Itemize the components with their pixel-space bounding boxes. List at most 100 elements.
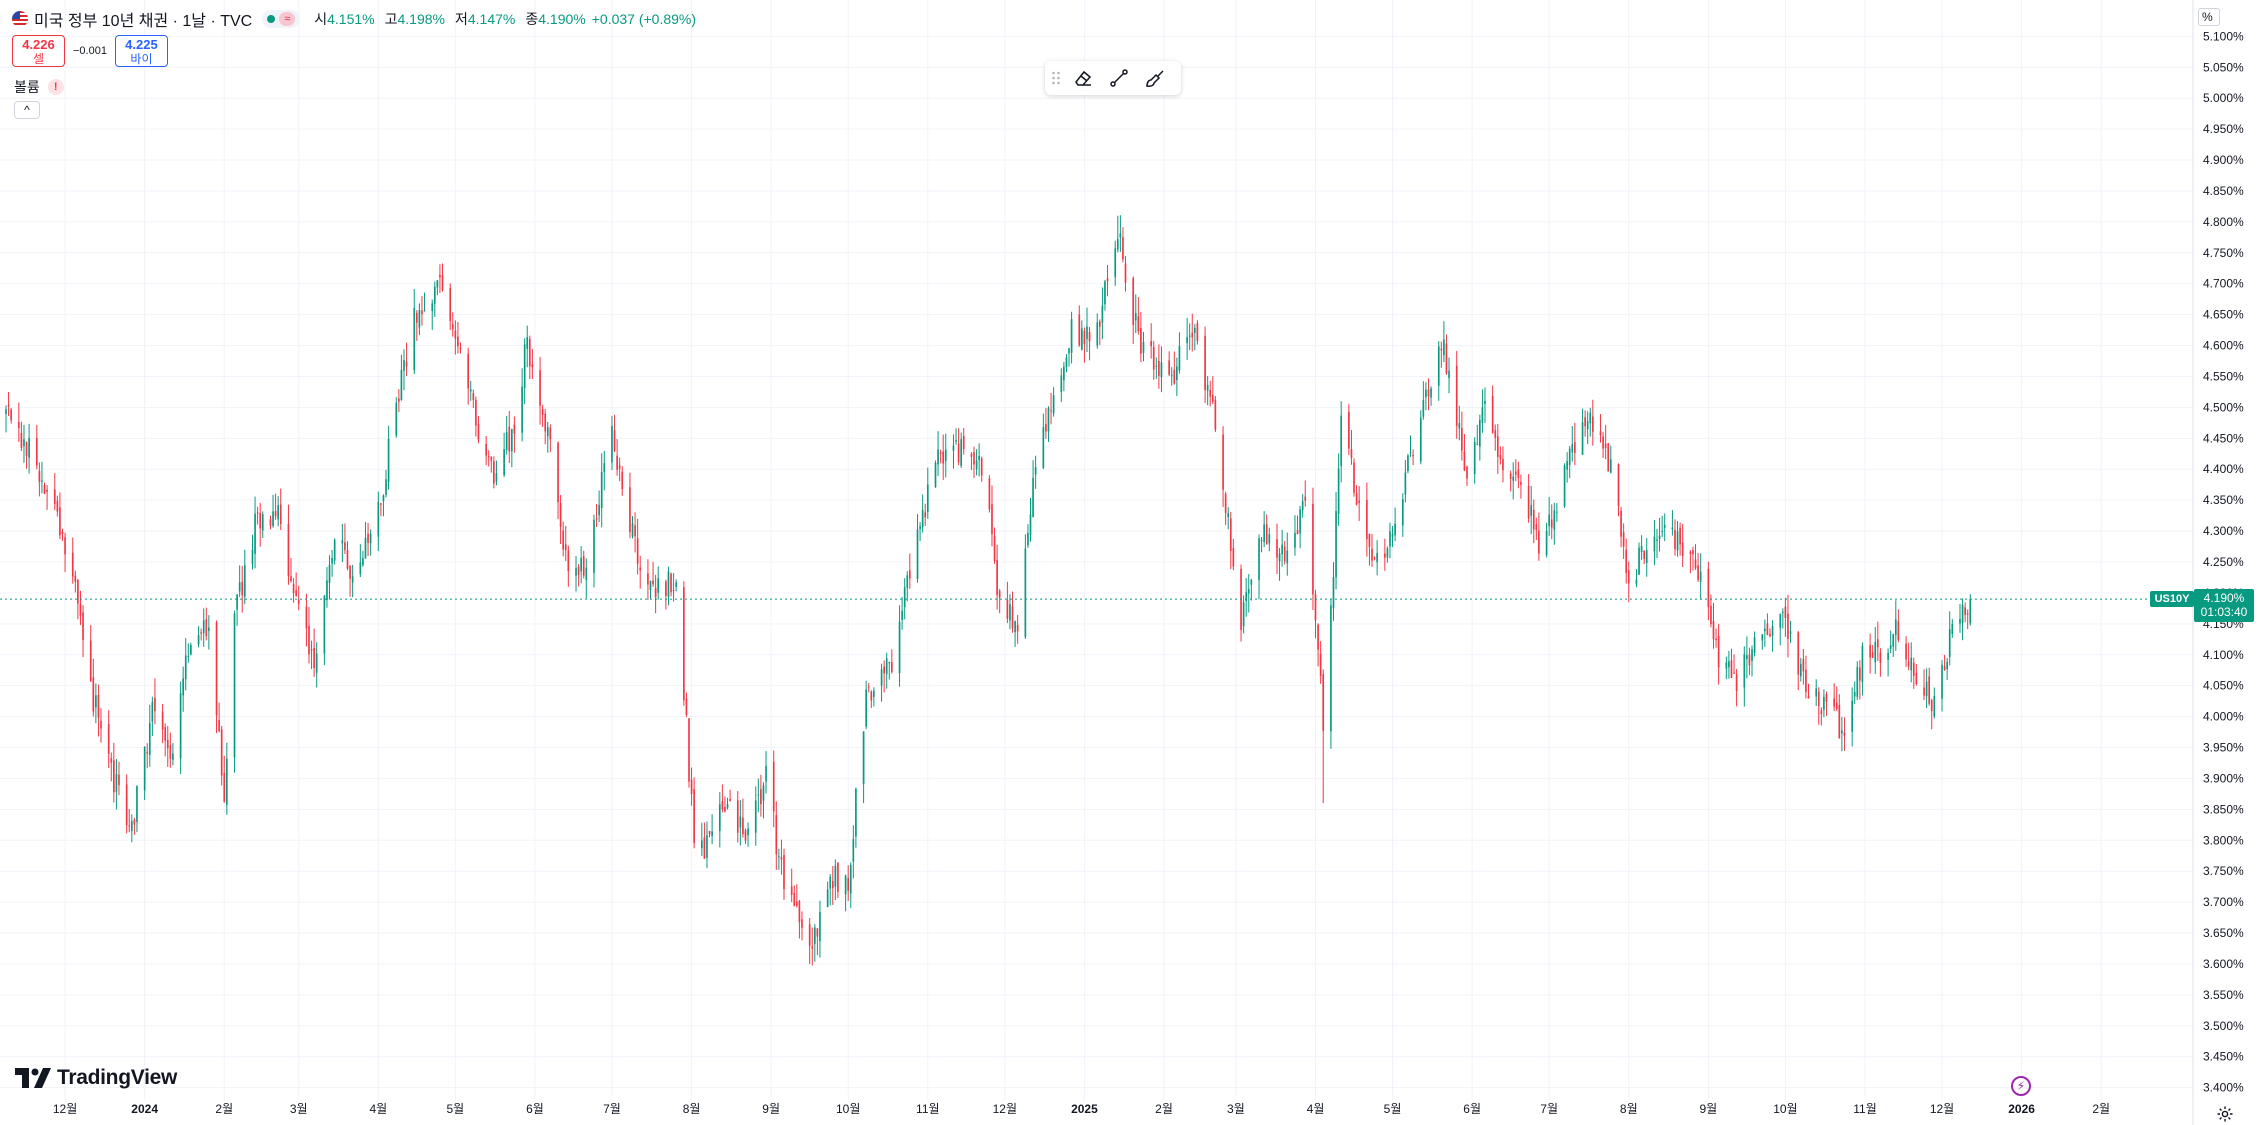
candle-up [916, 529, 919, 579]
candle-down [1966, 613, 1969, 615]
candle-up [413, 307, 416, 371]
x-tick-label: 10월 [1773, 1102, 1797, 1116]
close-value: 종4.190% [525, 11, 586, 27]
candle-up [1335, 511, 1337, 578]
candle-down [528, 338, 531, 367]
candle-up [1178, 346, 1181, 371]
candle-down [467, 353, 470, 389]
brush-icon[interactable] [1141, 64, 1169, 92]
candle-up [1170, 374, 1173, 376]
candle-up [1476, 444, 1479, 446]
tradingview-logo[interactable]: TradingView [15, 1066, 177, 1090]
y-tick-label: 4.300% [2203, 524, 2244, 538]
candle-up [855, 788, 857, 837]
candle-down [20, 432, 23, 448]
eraser-icon[interactable] [1069, 64, 1097, 92]
candle-up [1245, 592, 1248, 602]
candle-down [652, 580, 654, 585]
candle-up [1014, 621, 1016, 633]
candle-down [531, 364, 534, 368]
y-tick-label: 5.100% [2203, 29, 2244, 43]
candle-down [1317, 624, 1319, 650]
candle-down [46, 489, 48, 492]
candle-up [1671, 527, 1674, 530]
candle-up [701, 840, 703, 849]
candle-down [110, 758, 113, 763]
candle-down [457, 336, 459, 347]
candle-down [398, 398, 400, 402]
candle-down [559, 503, 562, 527]
candle-up [1556, 511, 1558, 513]
sell-button[interactable]: 4.226 셀 [12, 35, 65, 67]
candle-up [1337, 468, 1340, 514]
price-axis[interactable]: 5.100% 5.050% 5.000% 4.950% 4.900% 4.850% 4.80… [2203, 29, 2244, 1094]
candle-down [405, 361, 408, 367]
candle-up [885, 658, 888, 675]
collapse-legend-button[interactable]: ^ [14, 101, 40, 119]
x-tick-label: 4월 [369, 1102, 387, 1116]
candle-down [64, 537, 66, 555]
y-tick-label: 4.450% [2203, 431, 2244, 445]
candle-up [387, 439, 390, 483]
candle-up [1799, 663, 1802, 677]
volume-legend[interactable]: 볼륨 ! [14, 77, 64, 97]
candle-up [1779, 614, 1782, 628]
gear-icon[interactable] [2216, 1105, 2234, 1123]
candle-up [747, 828, 749, 836]
candle-up [1134, 313, 1137, 321]
candle-down [1769, 633, 1771, 637]
candle-up [364, 537, 367, 559]
candle-up [136, 786, 138, 822]
candle-down [1697, 565, 1699, 580]
candle-down [1350, 449, 1353, 458]
candle-up [711, 831, 713, 836]
candle-down [310, 649, 313, 651]
candle-down [1158, 360, 1160, 377]
candle-down [1371, 548, 1373, 561]
lightning-icon[interactable]: ⚡ [2011, 1076, 2031, 1096]
spread-value: −0.001 [73, 45, 107, 57]
candle-down [729, 799, 731, 802]
candle-down [1807, 696, 1810, 699]
time-axis[interactable]: 12월 2024 2월 3월 4월 5월 6월 7월 8월 9월 10월 11월 12월 2025 2월 3월… [53, 1102, 2110, 1116]
candle-down [1912, 662, 1915, 676]
current-price-label: 4.190% 01:03:40 [2194, 589, 2254, 622]
market-status[interactable]: ≈ [262, 10, 301, 28]
warning-icon[interactable]: ! [47, 79, 64, 95]
candle-up [95, 695, 97, 708]
symbol-title[interactable]: 미국 정부 10년 채권 · 1날 · TVC [34, 13, 253, 30]
open-value: 시4.151% [314, 11, 375, 27]
candle-down [685, 698, 688, 716]
candle-down [487, 456, 490, 458]
x-tick-label: 7월 [1540, 1102, 1558, 1116]
candle-up [819, 911, 821, 942]
candle-up [469, 389, 472, 392]
candle-up [418, 309, 421, 328]
candle-up [960, 439, 963, 466]
candle-up [865, 689, 868, 727]
candle-down [290, 576, 292, 582]
candle-up [1401, 499, 1404, 526]
buy-button[interactable]: 4.225 바이 [114, 35, 168, 67]
grip-icon[interactable] [1051, 70, 1061, 86]
candle-up [1104, 281, 1106, 305]
drawing-toolbar [1045, 61, 1181, 95]
candle-down [780, 857, 783, 860]
candle-down [367, 533, 369, 543]
candle-down [1707, 568, 1710, 608]
candle-down [346, 550, 349, 569]
candle-down [1050, 410, 1052, 412]
candle-down [654, 587, 657, 598]
candle-up [1676, 531, 1679, 551]
candle-down [223, 772, 226, 802]
axis-unit-toggle[interactable]: % [2198, 8, 2220, 26]
line-tool-icon[interactable] [1105, 64, 1133, 92]
candle-up [706, 835, 708, 858]
candle-down [1591, 416, 1594, 432]
y-tick-label: 3.550% [2203, 988, 2244, 1002]
candle-up [510, 429, 513, 452]
candle-up [143, 746, 146, 791]
candle-down [703, 837, 706, 859]
candle-up [1841, 730, 1843, 734]
